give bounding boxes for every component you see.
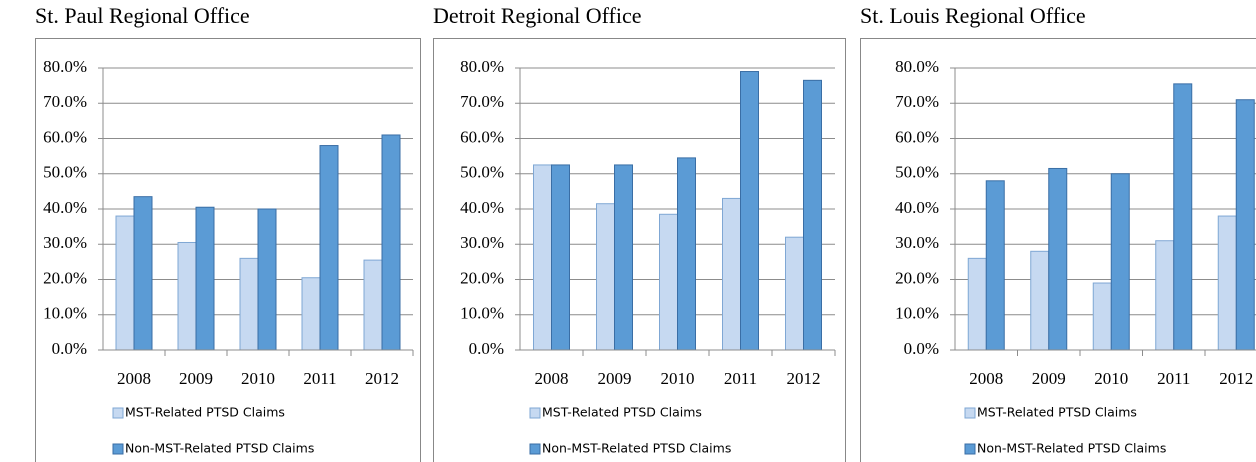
legend-swatch [964,407,976,419]
bar [1217,215,1237,351]
chart-title: Detroit Regional Office [433,3,642,28]
bar [115,215,135,351]
bar [1030,250,1050,351]
y-tick-label: 20.0% [460,268,504,287]
bar [985,180,1005,351]
legend-label: Non-MST-Related PTSD Claims [125,441,314,456]
bar [722,197,741,351]
bar [740,71,759,351]
x-tick-label: 2012 [1219,369,1253,388]
y-tick-label: 70.0% [895,92,939,111]
y-tick-label: 30.0% [460,233,504,252]
x-tick-label: 2010 [1094,369,1128,388]
bar [133,196,153,351]
y-tick-label: 0.0% [52,339,87,358]
y-tick-label: 60.0% [460,127,504,146]
y-tick-label: 70.0% [43,92,87,111]
y-tick-label: 40.0% [43,198,87,217]
x-tick-label: 2008 [535,369,569,388]
x-tick-label: 2009 [1032,369,1066,388]
bar [195,206,215,351]
x-tick-label: 2009 [598,369,632,388]
chart-title: St. Paul Regional Office [35,3,250,28]
y-tick-label: 60.0% [895,127,939,146]
bar [1048,167,1068,351]
chart-frame [35,38,421,462]
y-tick-label: 40.0% [460,198,504,217]
legend-swatch [529,443,541,455]
bar [1092,282,1112,351]
y-tick-label: 50.0% [460,163,504,182]
bar [533,164,552,351]
y-tick-label: 30.0% [43,233,87,252]
bar [967,257,987,351]
y-tick-label: 70.0% [460,92,504,111]
bar [677,157,696,351]
y-tick-label: 50.0% [43,163,87,182]
bar [614,164,633,351]
y-tick-label: 10.0% [460,304,504,323]
x-tick-label: 2009 [179,369,213,388]
y-tick-label: 0.0% [904,339,939,358]
y-tick-label: 60.0% [43,127,87,146]
legend-label: MST-Related PTSD Claims [542,405,702,420]
x-tick-label: 2012 [787,369,821,388]
bar [363,259,383,351]
bar [1173,83,1193,351]
legend-swatch [964,443,976,455]
y-tick-label: 30.0% [895,233,939,252]
y-tick-label: 10.0% [895,304,939,323]
bar [239,257,259,351]
legend-swatch [529,407,541,419]
y-tick-label: 10.0% [43,304,87,323]
y-tick-label: 20.0% [895,268,939,287]
x-tick-label: 2010 [661,369,695,388]
bar [551,164,570,351]
x-tick-label: 2008 [117,369,151,388]
bar [381,134,401,351]
bar [1155,240,1175,351]
legend-label: MST-Related PTSD Claims [977,405,1137,420]
legend-label: Non-MST-Related PTSD Claims [977,441,1166,456]
x-tick-label: 2012 [365,369,399,388]
y-tick-label: 80.0% [460,57,504,76]
bar [659,213,678,351]
y-tick-label: 80.0% [43,57,87,76]
chart-frame [433,38,846,462]
legend-swatch [112,407,124,419]
bar [1110,173,1130,351]
legend-label: MST-Related PTSD Claims [125,405,285,420]
bar [257,208,277,351]
bar [319,145,339,351]
bar [301,277,321,351]
x-tick-label: 2011 [724,369,757,388]
chart-title: St. Louis Regional Office [860,3,1086,28]
x-tick-label: 2008 [969,369,1003,388]
chart-frame [860,38,1256,462]
bar [803,79,822,351]
bar [177,241,197,351]
bar [1235,99,1255,351]
x-tick-label: 2011 [303,369,336,388]
y-tick-label: 50.0% [895,163,939,182]
legend-swatch [112,443,124,455]
y-tick-label: 0.0% [469,339,504,358]
legend-label: Non-MST-Related PTSD Claims [542,441,731,456]
y-tick-label: 80.0% [895,57,939,76]
bar [596,203,615,351]
y-tick-label: 20.0% [43,268,87,287]
y-tick-label: 40.0% [895,198,939,217]
bar [785,236,804,351]
x-tick-label: 2011 [1157,369,1190,388]
x-tick-label: 2010 [241,369,275,388]
